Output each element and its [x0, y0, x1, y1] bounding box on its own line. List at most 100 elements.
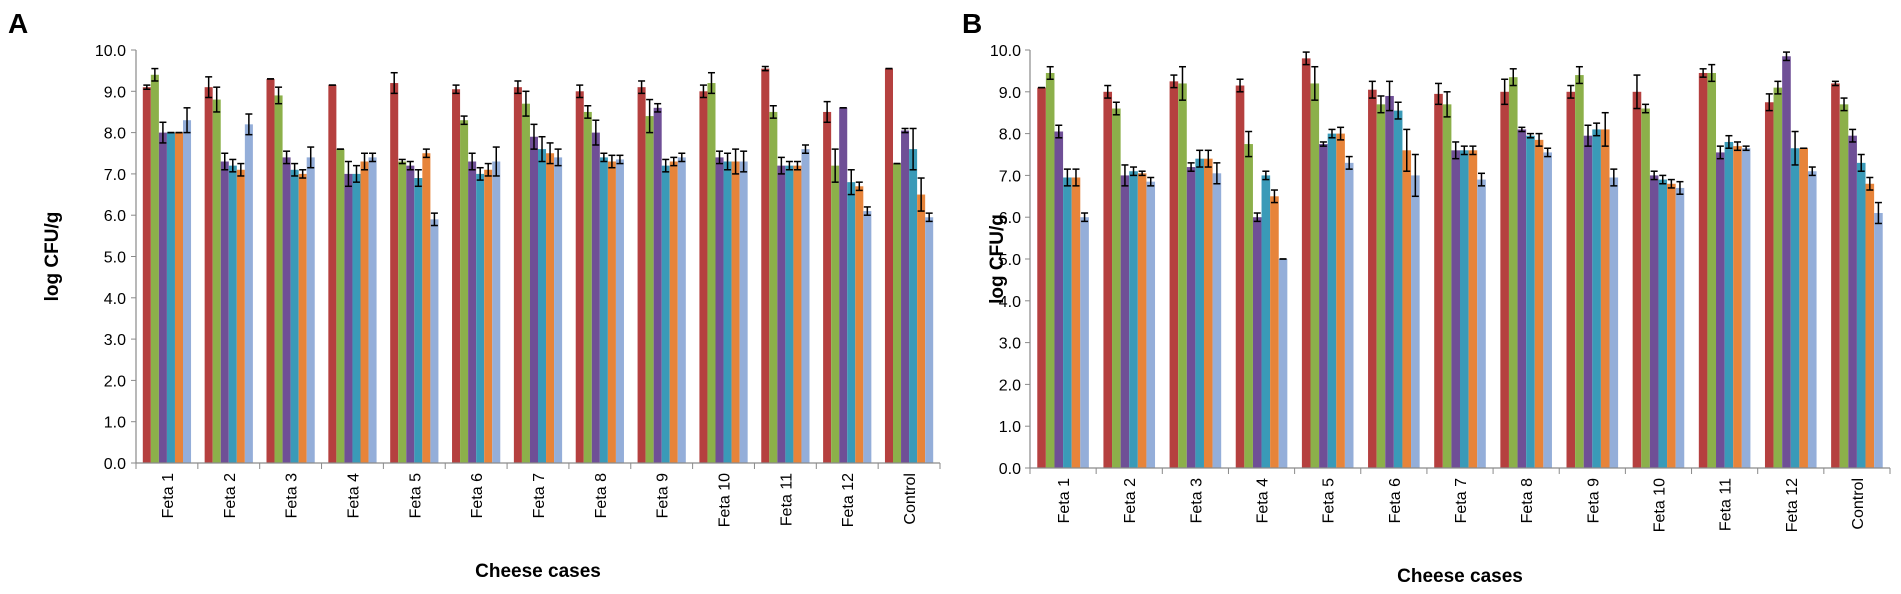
- chart2-bar: [1434, 93, 1443, 468]
- chart2-bar: [1856, 162, 1866, 469]
- chart1-category-label: Feta 4: [345, 473, 362, 518]
- chart1-bar: [513, 87, 522, 464]
- chart2-bar: [1411, 175, 1420, 468]
- chart2-bar: [1244, 144, 1253, 469]
- chart2-bar: [1592, 129, 1601, 469]
- chart1-bar: [839, 107, 848, 463]
- chart2-bar: [1733, 146, 1742, 468]
- chart1-bar: [266, 78, 275, 463]
- chart1-bar: [212, 99, 221, 463]
- chart1-bar: [406, 165, 415, 463]
- chart1-bar: [707, 83, 716, 463]
- chart2-bar: [1773, 87, 1783, 469]
- chart2-bar: [1831, 83, 1840, 468]
- chart1-bar: [801, 149, 810, 463]
- chart2-bar: [1195, 158, 1204, 468]
- chart1-bar: [244, 124, 253, 463]
- chart1-bar: [591, 132, 600, 463]
- chart2-bar: [1724, 141, 1734, 468]
- chart1-bar: [344, 173, 353, 463]
- chart2-bar: [1782, 56, 1791, 469]
- chart1-panel-label: A: [8, 8, 28, 39]
- chart2-bar: [1120, 175, 1130, 468]
- chart2-category-label: Feta 9: [1585, 478, 1602, 523]
- chart2-y-tick-label: 0.0: [999, 461, 1021, 478]
- chart2-x-axis-title: Cheese cases: [1397, 566, 1523, 587]
- chart1-bar: [699, 91, 708, 464]
- chart2-bar: [1460, 150, 1469, 468]
- chart1-bar: [793, 165, 802, 463]
- chart2-bar: [1112, 108, 1121, 469]
- chart1-bar: [823, 111, 832, 463]
- chart1-panel: A 0.0 1.0 2.0 3.0 4.0 5.0 6.0 7.0 8.0 9.0 10.0 Feta …: [8, 8, 941, 582]
- chart2-bar: [1327, 133, 1337, 468]
- chart1-category-label: Feta 10: [717, 473, 734, 527]
- chart2-bar: [1169, 81, 1179, 468]
- chart2-category-label: Feta 7: [1453, 478, 1470, 523]
- chart2-bar: [1037, 87, 1046, 469]
- chart2-bar: [1146, 181, 1156, 469]
- chart1-bar: [290, 169, 299, 463]
- chart1-bar: [521, 103, 530, 463]
- chart1-bar: [554, 157, 563, 463]
- chart1-bar: [669, 161, 678, 463]
- chart2-bar: [1376, 104, 1386, 468]
- chart1-category-label: Feta 7: [531, 473, 548, 518]
- chart2-bar: [1764, 102, 1774, 468]
- chart2-bar: [1186, 167, 1196, 469]
- chart2-bar: [1393, 110, 1403, 469]
- chart1-bar: [236, 169, 245, 463]
- chart2-bar: [1278, 259, 1288, 468]
- chart2-y-tick-label: 5.0: [999, 252, 1021, 269]
- chart1-bar: [298, 173, 307, 463]
- chart2-y-tick-label: 8.0: [999, 127, 1021, 144]
- chart2-y-tick-label: 3.0: [999, 336, 1021, 353]
- chart2-bar: [1609, 177, 1619, 469]
- chart1-category-label: Feta 12: [840, 473, 857, 527]
- chart1-bar: [892, 163, 902, 463]
- chart1-y-tick-label: 1.0: [104, 415, 126, 432]
- chart2-bar: [1848, 135, 1857, 468]
- chart2-bar: [1319, 144, 1328, 469]
- chart2-bar: [1063, 177, 1072, 469]
- chart2-bar: [1566, 91, 1576, 469]
- chart2-bar: [1310, 83, 1320, 468]
- chart2-bar: [1103, 91, 1113, 469]
- chart1-bar: [761, 68, 770, 464]
- chart1-bar: [220, 161, 229, 463]
- chart2-bar: [1632, 91, 1642, 469]
- chart2-bar: [1270, 196, 1279, 469]
- chart1-y-tick-label: 4.0: [104, 291, 126, 308]
- chart1-bar: [452, 89, 461, 464]
- chart1-bar: [884, 68, 893, 464]
- chart2-bar: [1252, 217, 1262, 468]
- chart1-bar: [855, 186, 864, 464]
- chart2-bar: [1261, 175, 1271, 468]
- chart2-bar: [1575, 75, 1584, 468]
- chart1-bar: [661, 165, 670, 463]
- chart1-y-tick-label: 6.0: [104, 208, 126, 225]
- chart2-bar: [1212, 173, 1222, 468]
- chart1-bar: [414, 178, 423, 463]
- chart1-bar: [484, 169, 493, 463]
- chart1-bar: [739, 161, 748, 463]
- chart2-bar: [1698, 72, 1708, 469]
- chart2-bar: [1178, 83, 1187, 468]
- chart1-y-tick-label: 8.0: [104, 126, 126, 143]
- chart2-category-label: Control: [1850, 478, 1867, 530]
- chart1-category-label: Feta 8: [593, 473, 610, 518]
- chart2-category-label: Feta 2: [1122, 478, 1139, 523]
- chart1-bar: [529, 136, 538, 464]
- chart1-bar: [274, 95, 283, 464]
- chart1-category-label: Feta 5: [407, 473, 424, 518]
- chart1-bar: [142, 87, 151, 464]
- chart2-bar: [1301, 58, 1311, 469]
- chart2-y-tick-label: 4.0: [999, 294, 1021, 311]
- chart2-y-tick-label: 9.0: [999, 85, 1021, 102]
- chart2-bar: [1071, 177, 1081, 469]
- chart2-bar: [1402, 150, 1412, 468]
- chart2-bar: [1534, 139, 1544, 468]
- chart2-bar: [1517, 129, 1527, 469]
- chart1-bar: [398, 161, 407, 463]
